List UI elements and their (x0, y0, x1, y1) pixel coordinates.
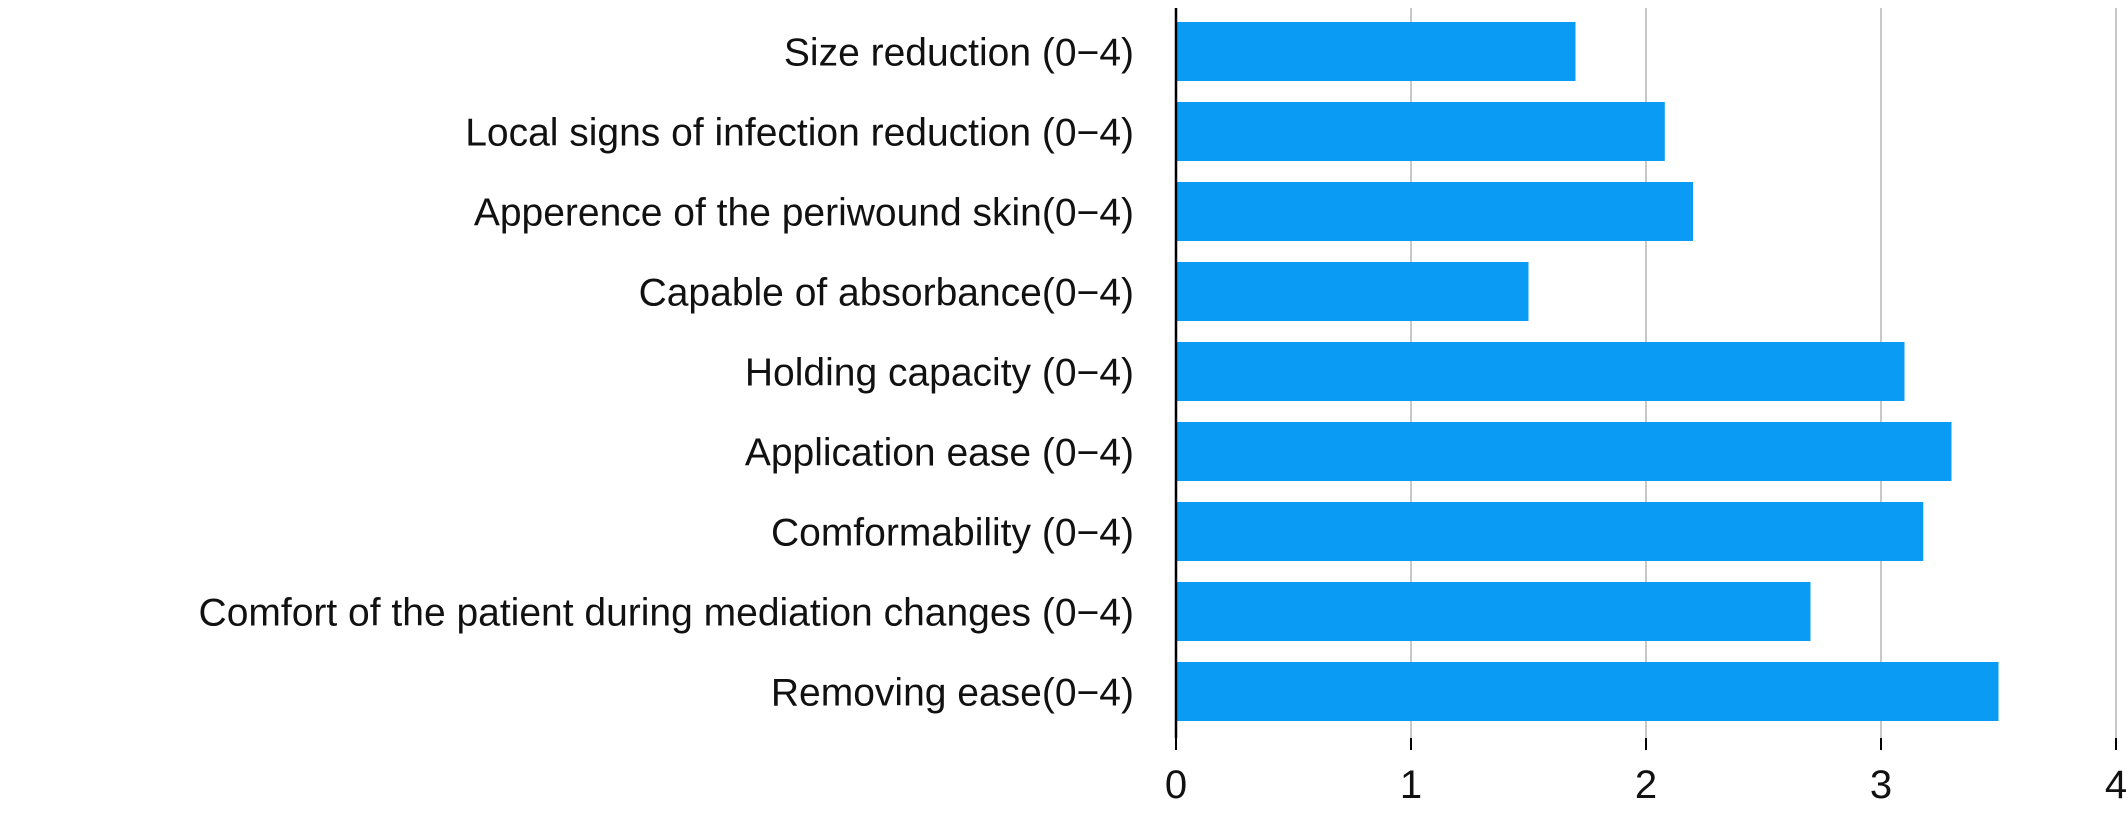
bar-3 (1176, 262, 1529, 321)
x-tick-label-4: 4 (2105, 763, 2127, 807)
bars (1176, 22, 1999, 721)
bar-1 (1176, 102, 1665, 161)
x-tick-label-0: 0 (1165, 763, 1187, 807)
bar-8 (1176, 662, 1999, 721)
category-label: Holding capacity (0−4) (745, 352, 1134, 395)
category-label: Local signs of infection reduction (0−4) (465, 112, 1134, 155)
bar-2 (1176, 182, 1693, 241)
x-tick-label-1: 1 (1400, 763, 1422, 807)
category-label: Comfort of the patient during mediation … (199, 592, 1134, 635)
bar-6 (1176, 502, 1924, 561)
bar-5 (1176, 422, 1952, 481)
x-tick-labels: 0 1 2 3 4 (1165, 763, 2127, 807)
x-tick-label-2: 2 (1635, 763, 1657, 807)
category-label: Application ease (0−4) (745, 432, 1134, 475)
category-label: Apperence of the periwound skin(0−4) (474, 192, 1134, 235)
bar-0 (1176, 22, 1576, 81)
category-label: Removing ease(0−4) (771, 672, 1134, 715)
bar-4 (1176, 342, 1905, 401)
category-label: Size reduction (0−4) (784, 32, 1134, 75)
bar-7 (1176, 582, 1811, 641)
x-tick-label-3: 3 (1870, 763, 1892, 807)
category-label: Capable of absorbance(0−4) (639, 272, 1134, 315)
category-labels: Size reduction (0−4) Local signs of infec… (199, 32, 1134, 715)
category-label: Comformability (0−4) (771, 512, 1134, 555)
axes (1174, 8, 2117, 750)
